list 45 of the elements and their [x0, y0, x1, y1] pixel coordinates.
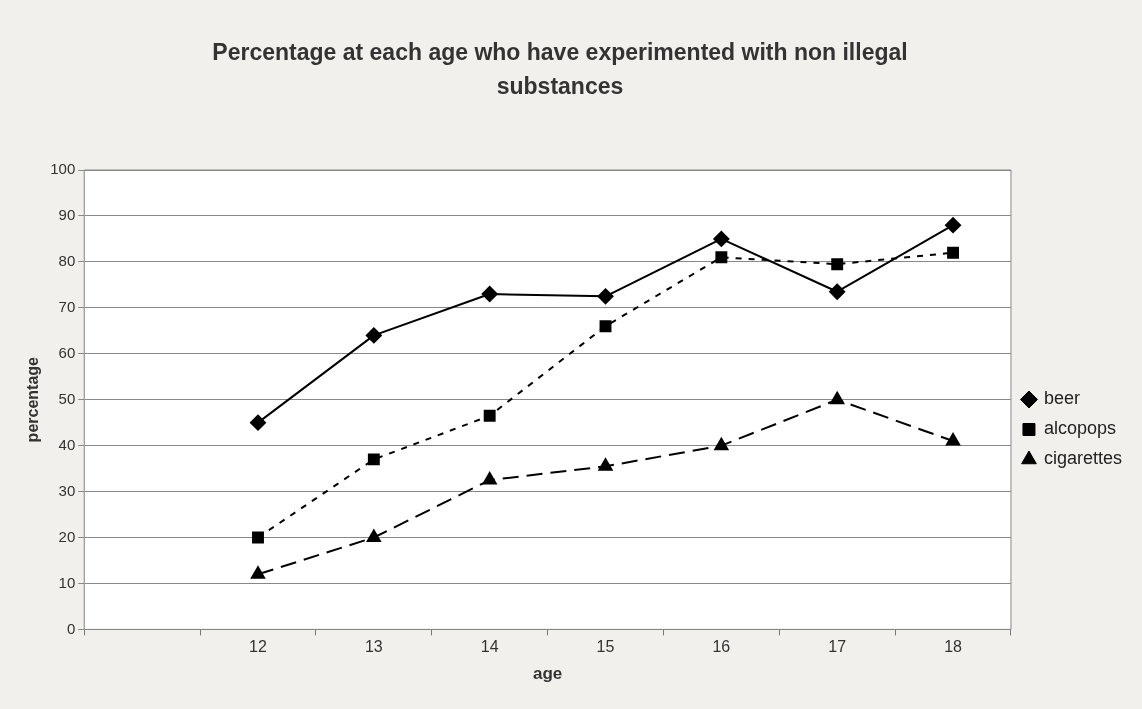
- point: [829, 283, 846, 300]
- x-axis-title: age: [532, 664, 563, 684]
- point: [831, 258, 844, 271]
- point: [366, 529, 381, 543]
- point: [714, 437, 729, 451]
- y-tick-label: 20: [58, 527, 76, 545]
- point: [367, 453, 380, 466]
- point: [715, 251, 728, 264]
- point: [599, 320, 612, 333]
- y-tick-label: 40: [58, 435, 76, 453]
- y-tick-label: 90: [58, 206, 76, 224]
- legend-label: cigarettes: [1043, 448, 1123, 469]
- point: [713, 230, 730, 247]
- y-tick-label: 100: [50, 160, 76, 178]
- y-axis-title: percentage: [24, 356, 42, 443]
- legend-label: alcopops: [1043, 418, 1117, 439]
- y-tick-label: 30: [58, 481, 76, 499]
- x-tick-label: 12: [249, 638, 267, 656]
- point: [945, 433, 961, 446]
- point: [947, 246, 959, 259]
- y-tick-label: 80: [58, 252, 76, 270]
- x-tick-label: 13: [364, 638, 383, 656]
- point: [481, 286, 498, 303]
- y-tick-label: 10: [58, 573, 76, 591]
- x-tick-label: 17: [828, 638, 847, 656]
- y-tick-label: 0: [66, 619, 76, 637]
- x-tick-label: 16: [712, 638, 731, 656]
- y-tick-label: 60: [58, 343, 76, 361]
- point: [365, 327, 382, 344]
- point: [482, 472, 497, 485]
- point: [483, 409, 496, 422]
- x-tick-label: 15: [596, 638, 615, 656]
- chart-title: Percentage at each age who have experimented with non illegal substances: [211, 38, 909, 101]
- point: [597, 288, 614, 305]
- point: [598, 458, 613, 471]
- point: [249, 414, 266, 431]
- legend-label: beer: [1043, 388, 1080, 409]
- point: [250, 566, 266, 579]
- y-tick-label: 70: [58, 297, 76, 315]
- point: [252, 531, 264, 544]
- x-tick-label: 14: [480, 638, 499, 656]
- point: [945, 217, 962, 234]
- y-tick-label: 50: [58, 389, 76, 407]
- point: [830, 391, 845, 405]
- x-tick-label: 18: [944, 638, 963, 656]
